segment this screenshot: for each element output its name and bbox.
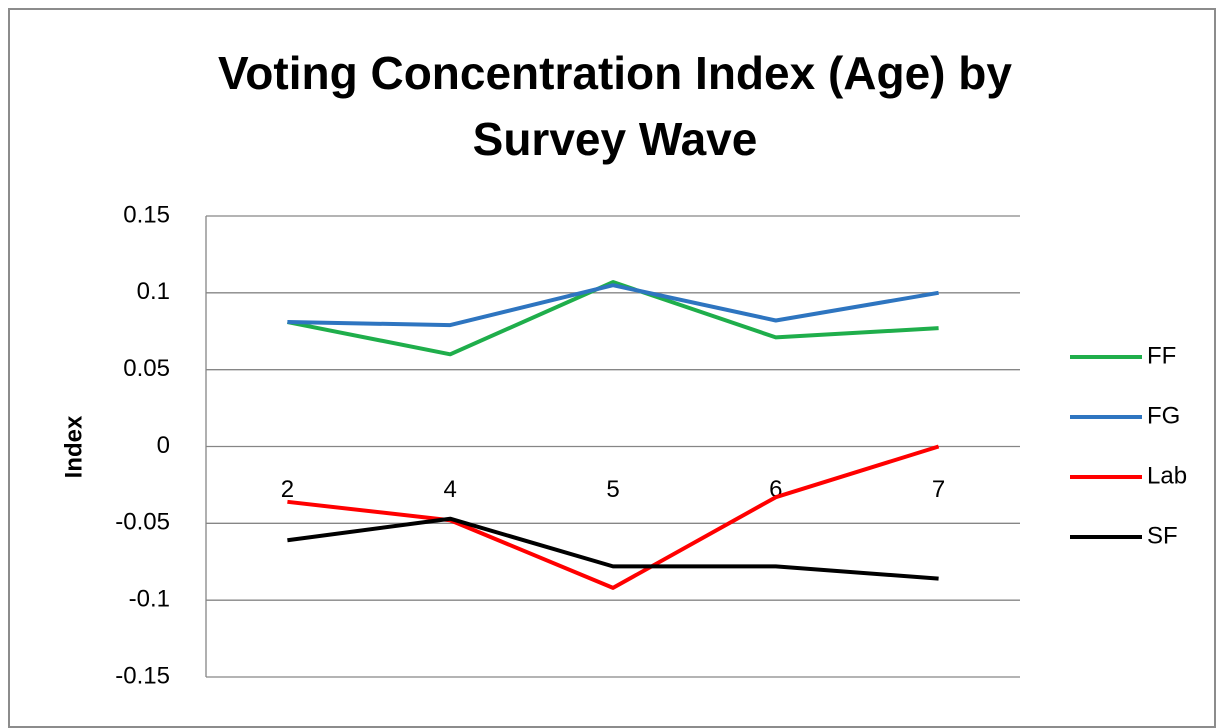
y-tick-label: -0.05 <box>115 509 170 536</box>
y-tick-label: 0.1 <box>137 278 170 305</box>
chart: Index 0.150.10.050-0.05-0.1-0.152 4 5 6 7FFF… <box>60 201 1187 689</box>
series-line <box>287 283 939 328</box>
y-tick-label: 0.05 <box>123 355 170 382</box>
page: Voting Concentration Index (Age) by Surv… <box>8 8 1216 728</box>
y-tick-label: -0.1 <box>129 586 170 613</box>
y-tick-label: 0.15 <box>123 201 170 228</box>
series-line <box>287 444 940 590</box>
series-line <box>287 516 939 581</box>
chart-title: Voting Concentration Index (Age) by Surv… <box>218 47 1012 165</box>
x-tick-label: 2 <box>281 476 294 503</box>
x-tick-label: 5 <box>606 476 619 503</box>
y-axis-label: Index <box>60 415 87 478</box>
legend-label: Lab <box>1147 462 1187 489</box>
x-tick-label: 4 <box>444 476 457 503</box>
legend-label: FF <box>1147 342 1176 369</box>
x-tick-label: 7 <box>932 476 945 503</box>
y-tick-label: 0 <box>157 432 170 459</box>
legend-label: FG <box>1147 402 1180 429</box>
series-line <box>287 280 939 357</box>
y-tick-label: -0.15 <box>115 662 170 689</box>
legend-label: SF <box>1147 522 1178 549</box>
